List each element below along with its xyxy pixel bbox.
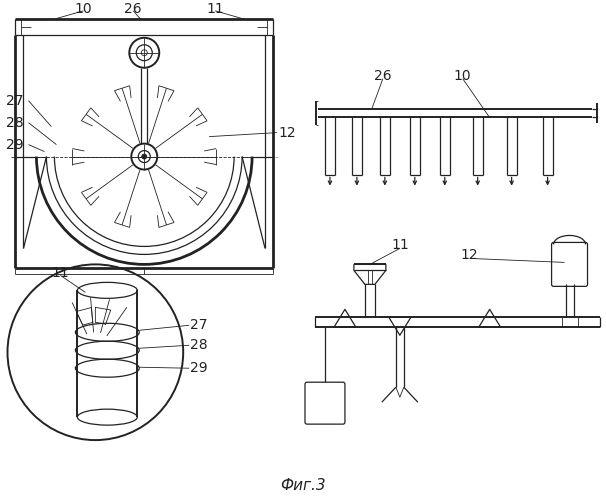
Text: 11: 11 [391,238,408,252]
Text: 29: 29 [190,361,208,375]
FancyBboxPatch shape [551,242,588,286]
Circle shape [142,154,147,159]
Text: 11: 11 [52,266,69,280]
FancyBboxPatch shape [305,382,345,424]
Text: 29: 29 [5,138,23,151]
Text: 12: 12 [461,248,479,262]
Text: 10: 10 [454,68,471,82]
Text: 28: 28 [190,338,208,352]
Text: 28: 28 [5,116,23,130]
Polygon shape [354,264,386,284]
Text: 12: 12 [278,126,296,140]
Text: 27: 27 [190,318,208,332]
Text: 26: 26 [374,68,391,82]
Text: 26: 26 [124,2,142,16]
Text: 27: 27 [5,94,23,108]
Text: Фиг.3: Фиг.3 [280,478,326,492]
Text: 10: 10 [75,2,92,16]
Text: 11: 11 [206,2,224,16]
